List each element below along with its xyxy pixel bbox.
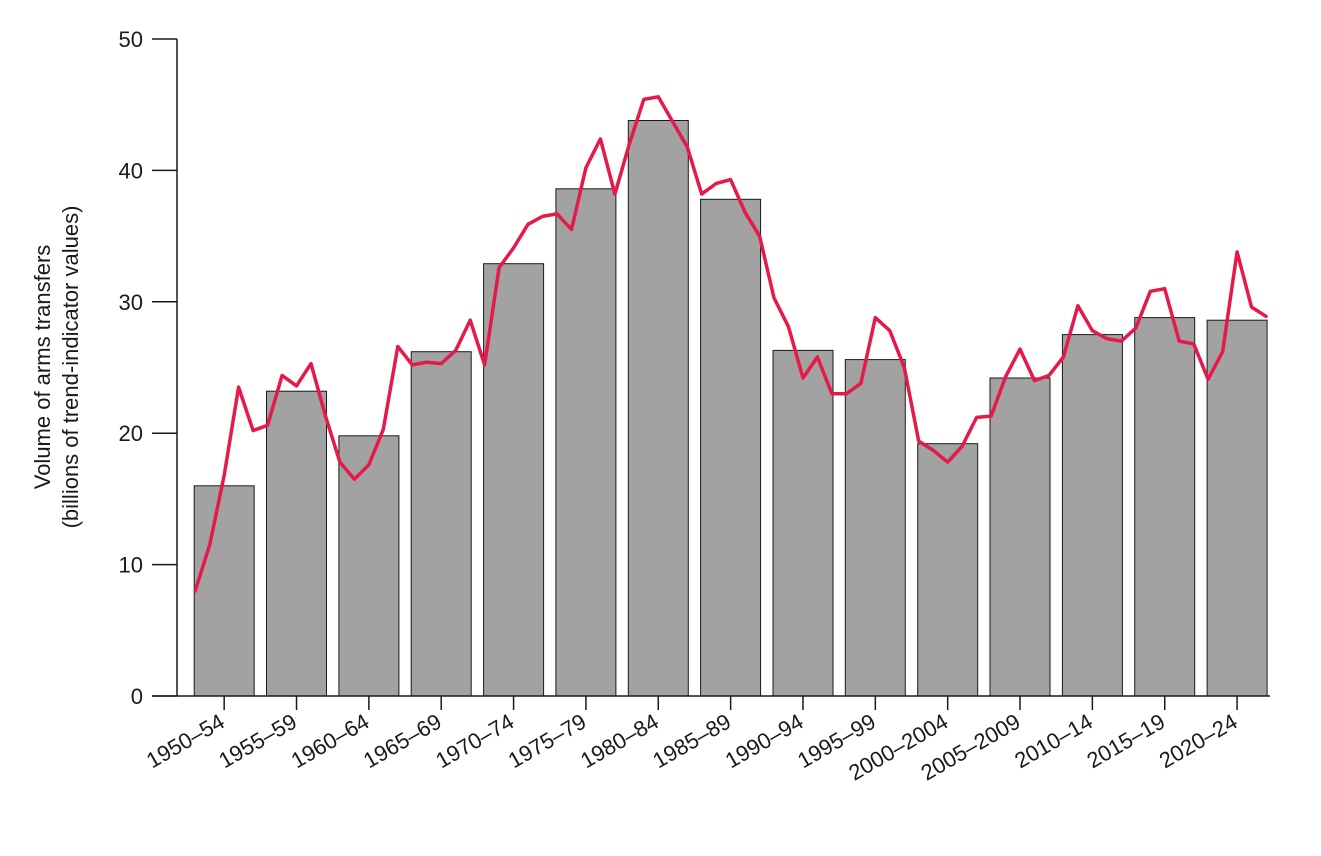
bar-1 (266, 390, 327, 697)
bar-11 (989, 377, 1051, 697)
y-tick-label-20: 20 (119, 421, 143, 446)
x-tick-label-0: 1950–54 (142, 709, 229, 773)
bar-7 (700, 198, 762, 697)
x-tick-label-1: 1955–59 (214, 709, 301, 773)
y-tick-label-40: 40 (119, 158, 143, 183)
bar-8 (772, 349, 834, 697)
annual-line-layer (193, 95, 1268, 593)
bar-5 (555, 188, 617, 697)
y-axis-title: Volume of arms transfers (billions of tr… (30, 206, 83, 529)
bar-13 (1134, 317, 1196, 697)
x-tick-label-2: 1960–64 (287, 709, 374, 773)
bar-9 (844, 359, 906, 697)
bar-2 (338, 435, 400, 697)
x-tick-label-7: 1985–89 (648, 709, 735, 773)
x-tick-label-4: 1970–74 (431, 709, 518, 773)
y-tick-label-50: 50 (119, 27, 143, 52)
annual-line (193, 95, 1268, 593)
bar-6 (627, 120, 689, 697)
bar-4 (483, 263, 545, 697)
y-tick-label-30: 30 (119, 290, 143, 315)
x-tick-label-12: 2010–14 (1010, 709, 1097, 773)
bar-14 (1206, 319, 1268, 697)
bar-10 (917, 443, 979, 697)
y-axis-title-line1: Volume of arms transfers (30, 245, 55, 490)
y-tick-label-10: 10 (119, 553, 143, 578)
y-tick-label-0: 0 (131, 684, 143, 709)
y-ticks: 0 10 20 30 40 50 (119, 27, 177, 709)
x-tick-label-8: 1990–94 (721, 709, 808, 773)
x-tick-label-14: 2020–24 (1155, 709, 1242, 773)
bar-12 (1061, 334, 1123, 697)
x-ticks: 1950–541955–591960–641965–691970–741975–… (142, 696, 1242, 785)
x-tick-label-6: 1980–84 (576, 709, 663, 773)
axes (152, 39, 1270, 697)
x-tick-label-3: 1965–69 (359, 709, 446, 773)
y-axis-title-line2: (billions of trend-indicator values) (58, 206, 83, 529)
bar-0 (193, 485, 255, 697)
x-tick-label-13: 2015–19 (1083, 709, 1170, 773)
x-tick-label-5: 1975–79 (504, 709, 591, 773)
bar-3 (410, 351, 472, 697)
bars-layer (193, 120, 1268, 697)
